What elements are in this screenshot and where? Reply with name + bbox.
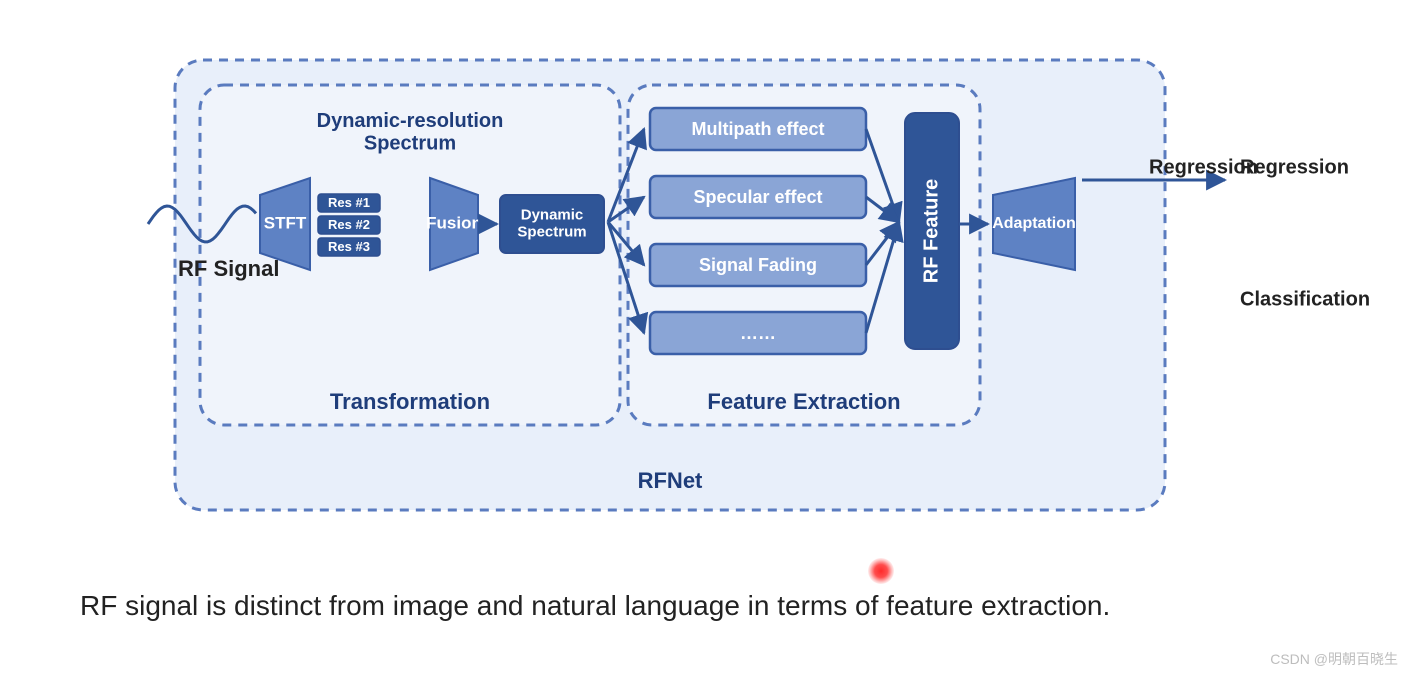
svg-text:STFT: STFT [264, 213, 307, 232]
svg-text:Res #2: Res #2 [328, 217, 370, 232]
svg-text:Spectrum: Spectrum [364, 132, 456, 154]
laser-pointer-dot [868, 558, 894, 584]
svg-text:Signal Fading: Signal Fading [699, 255, 817, 275]
watermark-text: CSDN @明朝百晓生 [1270, 649, 1398, 669]
svg-text:Specular effect: Specular effect [693, 187, 822, 207]
svg-text:Dynamic: Dynamic [521, 207, 584, 224]
svg-text:Res #3: Res #3 [328, 239, 370, 254]
svg-text:RFNet: RFNet [638, 468, 703, 493]
rfnet-diagram: Transformation Feature Extraction RFNet Dyn… [0, 0, 1410, 540]
svg-text:Fusion: Fusion [426, 213, 482, 232]
svg-text:Spectrum: Spectrum [517, 223, 586, 240]
svg-text:Transformation: Transformation [330, 389, 490, 414]
svg-text:Feature Extraction: Feature Extraction [707, 389, 900, 414]
svg-text:Classification: Classification [1240, 288, 1370, 310]
svg-text:……: …… [740, 323, 776, 343]
caption-text: RF signal is distinct from image and nat… [80, 588, 1300, 623]
svg-text:Regression: Regression [1240, 156, 1349, 178]
svg-text:RF Signal: RF Signal [178, 256, 279, 281]
svg-text:Dynamic-resolution: Dynamic-resolution [317, 110, 504, 132]
svg-text:Multipath effect: Multipath effect [692, 119, 825, 139]
svg-text:Res #1: Res #1 [328, 195, 370, 210]
svg-text:Adaptation: Adaptation [992, 215, 1076, 232]
svg-text:RF Feature: RF Feature [920, 179, 942, 283]
